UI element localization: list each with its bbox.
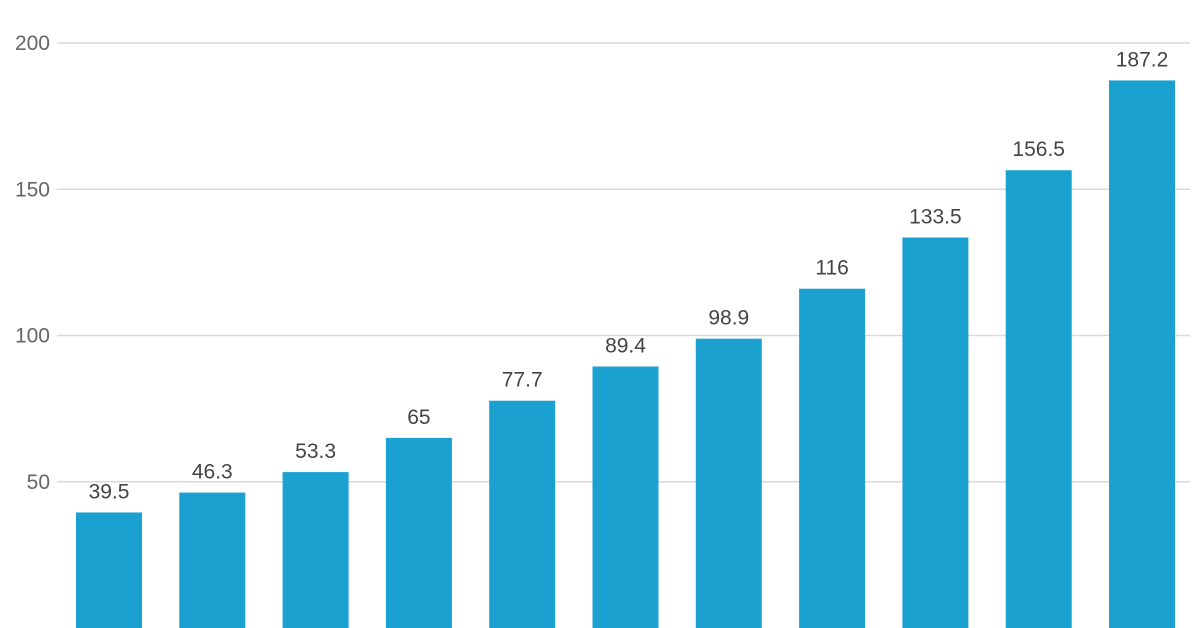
bar-value-label: 98.9 bbox=[708, 307, 749, 330]
bar-value-label: 156.5 bbox=[1012, 138, 1065, 161]
y-tick-label: 200 bbox=[15, 32, 50, 55]
bar-value-label: 39.5 bbox=[89, 480, 130, 503]
bar bbox=[902, 237, 969, 628]
y-tick-label: 150 bbox=[15, 178, 50, 201]
bar bbox=[76, 512, 142, 628]
bar bbox=[592, 366, 659, 628]
bar bbox=[385, 437, 452, 628]
bar bbox=[1109, 80, 1175, 628]
bar-value-label: 77.7 bbox=[502, 369, 543, 392]
bar bbox=[695, 338, 762, 628]
y-axis-ticks: 50 100 150 200 bbox=[15, 32, 50, 494]
y-tick-label: 100 bbox=[15, 325, 50, 348]
bar bbox=[489, 400, 556, 628]
bar-value-label: 133.5 bbox=[909, 206, 962, 229]
bar-value-label: 53.3 bbox=[295, 440, 336, 463]
bar-value-label: 187.2 bbox=[1116, 48, 1169, 71]
bar-value-label: 46.3 bbox=[192, 461, 233, 484]
bar bbox=[799, 288, 866, 628]
data-labels: 39.5 46.3 53.3 65 77.7 89.4 98.9 116 133.5 156.5 1… bbox=[89, 48, 1169, 503]
y-tick-label: 50 bbox=[27, 471, 50, 494]
bars bbox=[76, 80, 1175, 628]
bar-value-label: 116 bbox=[815, 257, 848, 280]
bar bbox=[282, 472, 349, 628]
bar bbox=[1005, 170, 1072, 628]
bar-value-label: 65 bbox=[407, 406, 430, 429]
bar-value-label: 89.4 bbox=[605, 335, 646, 358]
bar bbox=[179, 492, 246, 628]
